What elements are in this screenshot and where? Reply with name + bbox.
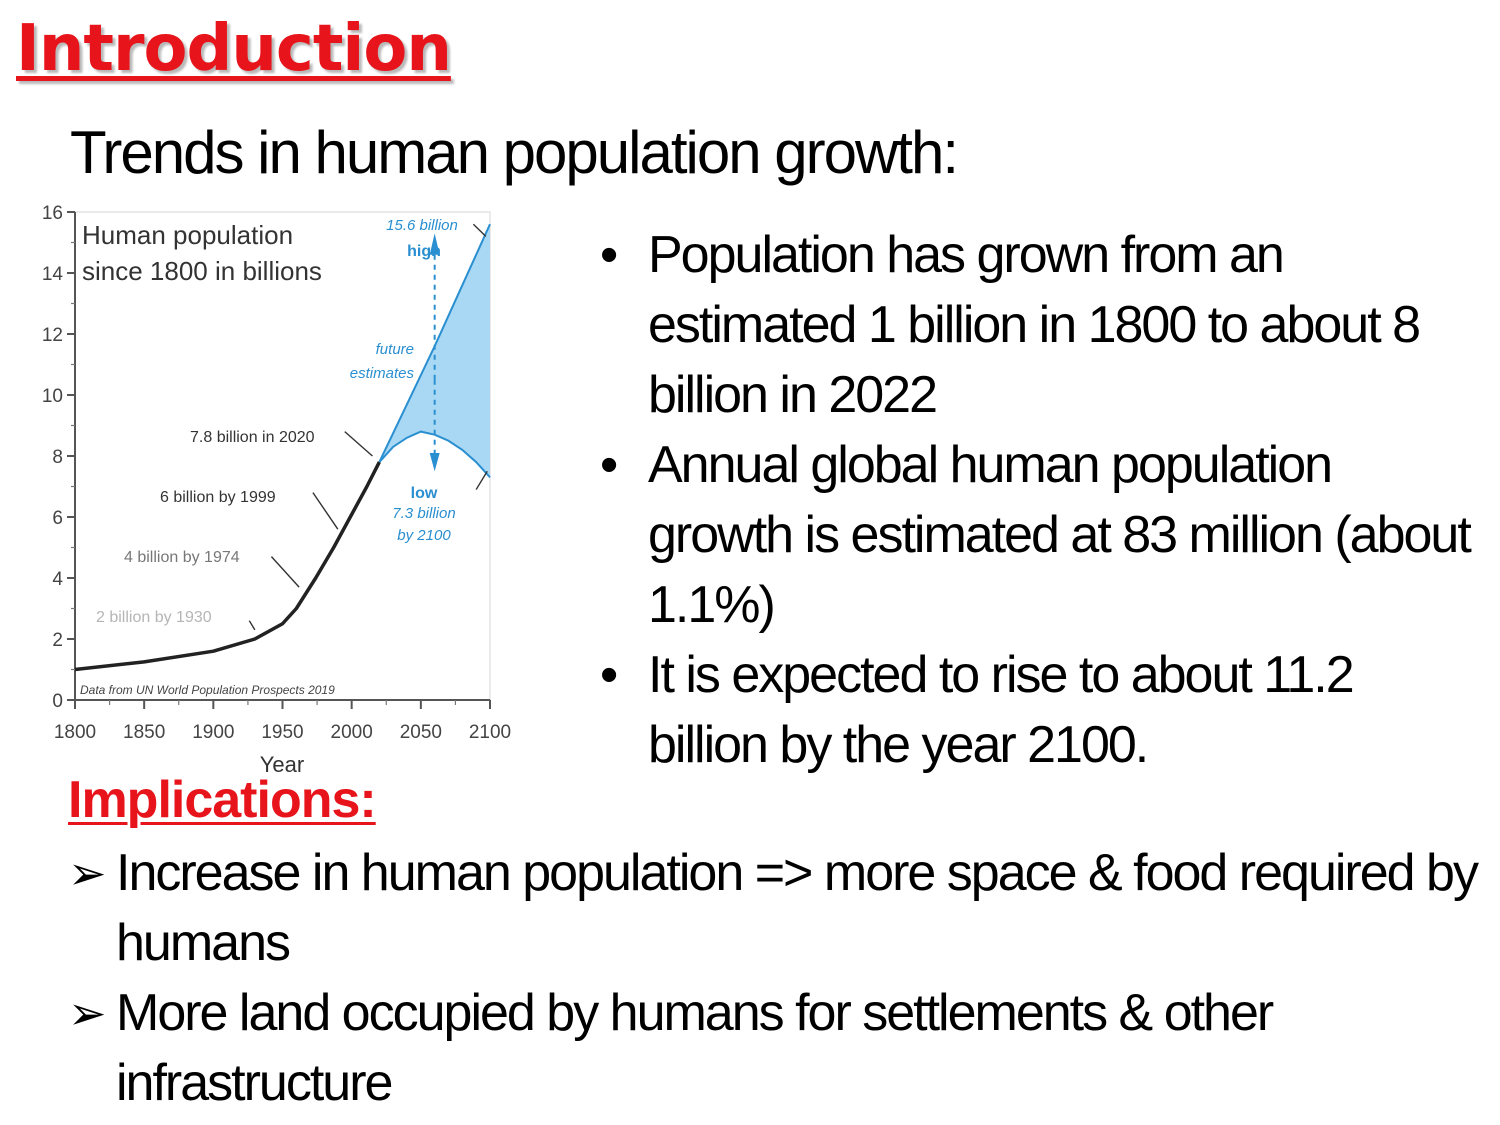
x-tick-label: 1950 (261, 722, 303, 743)
implications-list: ➢ Increase in human population => more s… (68, 838, 1488, 1118)
population-chart: 0 2 4 6 8 10 12 14 16 1800 1850 1900 1950 2000 2050 210… (42, 203, 511, 777)
implication-text: Increase in human population => more spa… (116, 844, 1479, 972)
annotation-1930: 2 billion by 1930 (96, 609, 212, 626)
key-fact-item: • Population has grown from an estimated… (600, 220, 1480, 430)
y-tick-label: 10 (42, 386, 63, 407)
key-fact-text: Population has grown from an estimated 1… (648, 226, 1421, 424)
key-fact-item: • It is expected to rise to about 11.2 b… (600, 640, 1480, 780)
x-tick-label: 2000 (331, 722, 373, 743)
implication-item: ➢ Increase in human population => more s… (68, 838, 1488, 978)
bullet-icon: • (600, 646, 618, 704)
y-tick-label: 0 (52, 691, 63, 712)
x-tick-label: 2050 (400, 722, 442, 743)
annotation-high-label: high (407, 243, 441, 260)
annotation-leader-line (248, 620, 256, 631)
key-fact-item: • Annual global human population growth … (600, 430, 1480, 640)
y-tick-label: 14 (42, 264, 64, 285)
y-tick-label: 4 (52, 569, 63, 590)
annotation-leader-lines (248, 223, 488, 631)
slide-title: Introduction (16, 12, 452, 86)
annotation-low-value: 7.3 billion (392, 505, 455, 522)
historical-population-line (74, 461, 381, 672)
annotation-estimates-label: estimates (350, 365, 415, 382)
y-tick-label: 8 (52, 447, 63, 468)
annotation-low-label: low (411, 485, 438, 502)
key-fact-text: Annual global human population growth is… (648, 436, 1472, 634)
annotation-leader-line (344, 431, 373, 457)
high-arrow-head (429, 233, 440, 255)
y-tick-label: 2 (52, 630, 63, 651)
key-fact-text: It is expected to rise to about 11.2 bil… (648, 646, 1355, 774)
implications-heading: Implications: (68, 771, 377, 829)
arrow-bullet-icon: ➢ (68, 847, 107, 899)
key-facts-list: • Population has grown from an estimated… (600, 220, 1480, 780)
annotation-1999: 6 billion by 1999 (160, 489, 276, 506)
annotation-future-label: future (376, 341, 414, 358)
annotation-leader-line (270, 556, 300, 588)
annotation-leader-line (472, 223, 487, 237)
annotation-2020: 7.8 billion in 2020 (190, 429, 315, 446)
x-tick-label: 2100 (469, 722, 511, 743)
bullet-icon: • (600, 226, 618, 284)
chart-title-line-2: since 1800 in billions (82, 256, 322, 286)
annotation-leader-line (475, 470, 488, 490)
annotation-leader-line (312, 492, 339, 530)
x-tick-label: 1850 (123, 722, 165, 743)
chart-source-note: Data from UN World Population Prospects … (80, 683, 335, 697)
low-arrow-head (429, 452, 440, 472)
annotation-high-value: 15.6 billion (386, 217, 458, 234)
annotation-1974: 4 billion by 1974 (124, 549, 240, 566)
arrow-bullet-icon: ➢ (68, 987, 107, 1039)
chart-x-axis-label: Year (260, 752, 304, 777)
chart-plot-area: 0 2 4 6 8 10 12 14 16 1800 1850 1900 1950 2000 2050 210… (42, 203, 511, 743)
y-tick-label: 12 (42, 325, 63, 346)
bullet-icon: • (600, 436, 618, 494)
y-tick-label: 16 (42, 203, 63, 224)
y-tick-label: 6 (52, 508, 63, 529)
x-tick-label: 1800 (54, 722, 96, 743)
implication-item: ➢ More land occupied by humans for settl… (68, 978, 1488, 1118)
implication-text: More land occupied by humans for settlem… (116, 984, 1274, 1112)
annotation-low-year: by 2100 (397, 527, 451, 544)
chart-title-line-1: Human population (82, 220, 293, 250)
x-tick-label: 1900 (192, 722, 234, 743)
slide-subtitle: Trends in human population growth: (70, 119, 959, 186)
